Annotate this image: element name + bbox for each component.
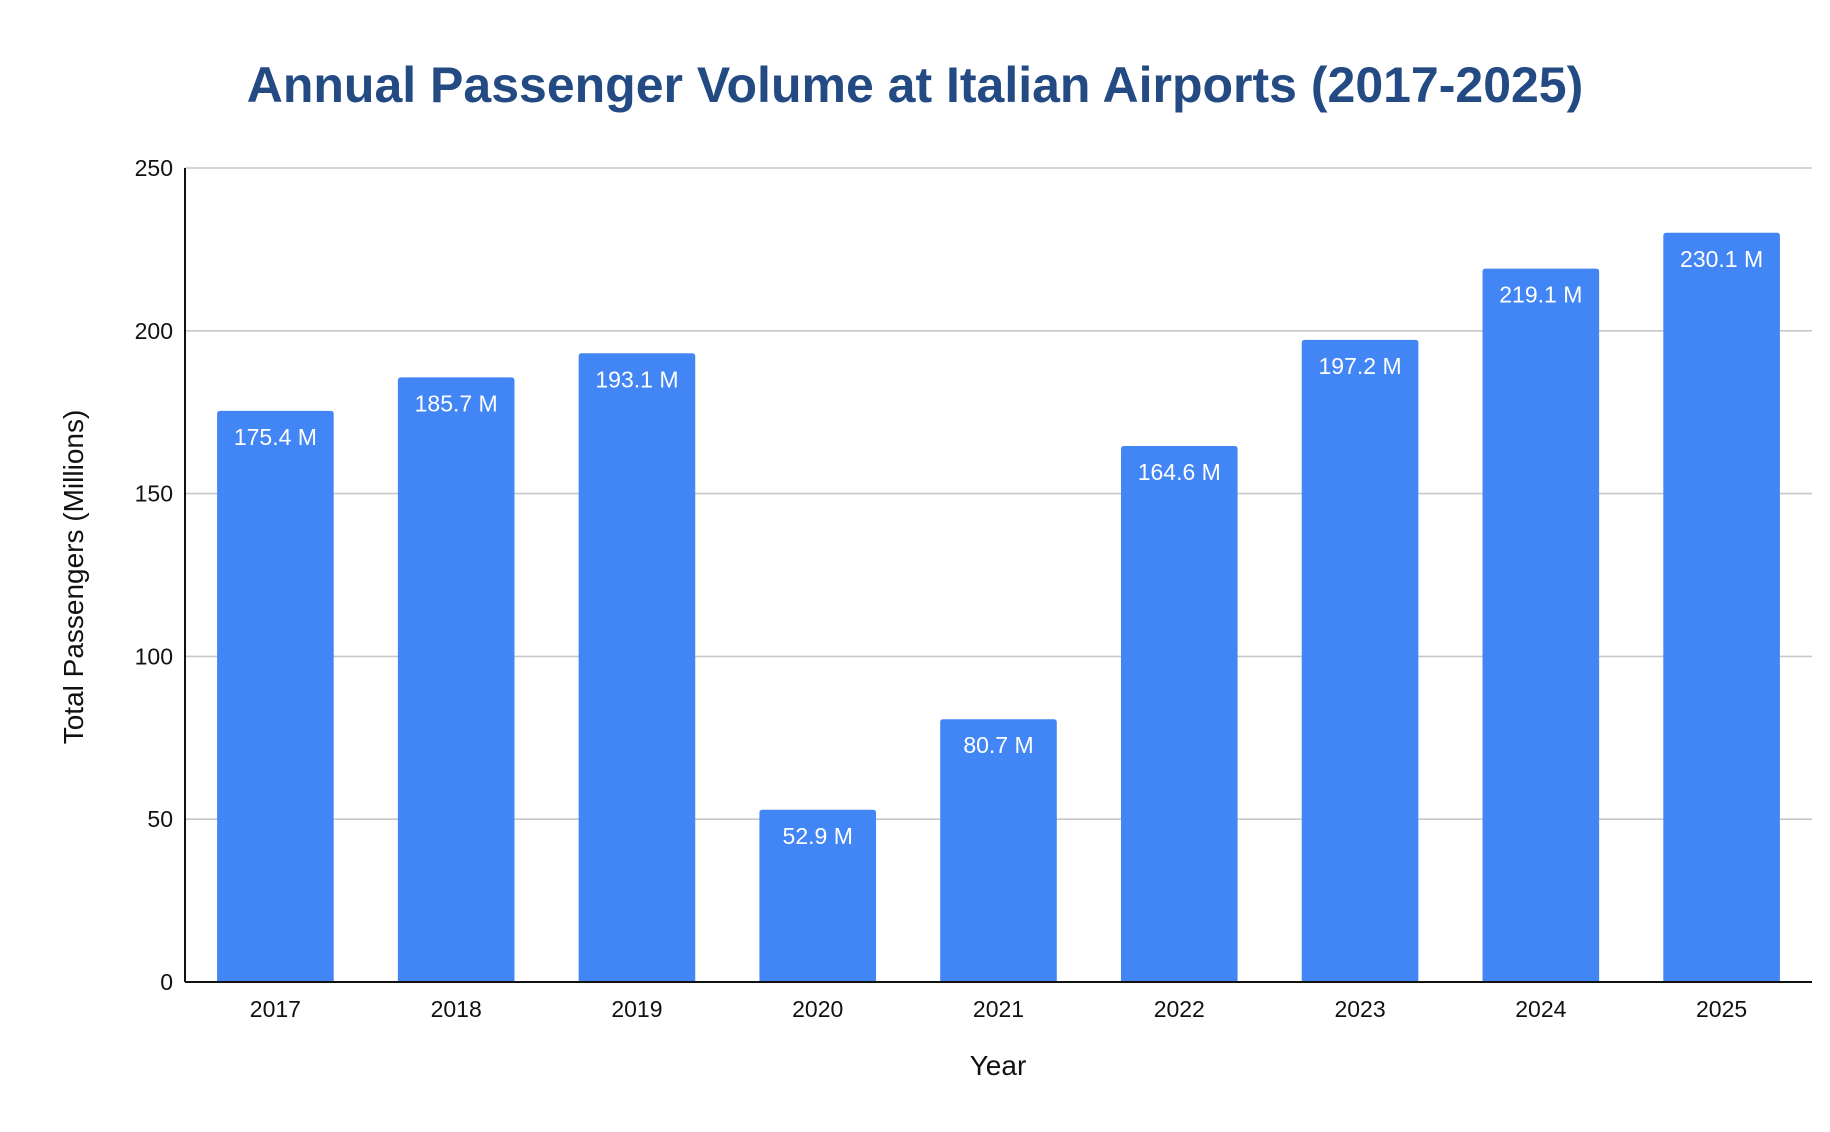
x-tick-label-2022: 2022 (1154, 996, 1205, 1022)
x-tick-label-2020: 2020 (792, 996, 843, 1022)
data-label-2024: 219.1 M (1499, 282, 1582, 308)
data-label-2022: 164.6 M (1138, 459, 1221, 485)
data-label-2020: 52.9 M (783, 823, 853, 849)
bar-2025 (1663, 232, 1780, 982)
x-axis-ticks: 2017 2018 2019 2020 2021 2022 2023 2024 2025 (250, 996, 1747, 1022)
y-tick-label: 150 (135, 481, 173, 507)
y-axis-ticks: 0 50 100 150 200 250 (135, 155, 173, 995)
x-tick-label-2019: 2019 (611, 996, 662, 1022)
data-label-2019: 193.1 M (595, 366, 678, 392)
bar-2017 (217, 410, 334, 983)
bar-2023 (1301, 339, 1419, 982)
bar-2018 (397, 377, 515, 982)
bar-2024 (1482, 268, 1600, 982)
data-label-2021: 80.7 M (963, 732, 1033, 758)
bar-2021 (940, 719, 1057, 982)
bar-2020 (759, 809, 877, 982)
data-label-2018: 185.7 M (415, 390, 498, 416)
y-tick-label: 50 (147, 806, 173, 832)
bar-2022 (1120, 446, 1238, 983)
x-tick-label-2017: 2017 (250, 996, 301, 1022)
chart-title: Annual Passenger Volume at Italian Airpo… (247, 57, 1584, 113)
data-labels: 175.4 M 185.7 M 193.1 M 52.9 M 80.7 M 164.6 M… (234, 246, 1763, 849)
bars (217, 232, 1780, 983)
bar-2019 (578, 353, 696, 983)
y-tick-label: 250 (135, 155, 173, 181)
data-label-2023: 197.2 M (1319, 353, 1402, 379)
data-label-2017: 175.4 M (234, 424, 317, 450)
x-axis-title: Year (970, 1050, 1027, 1081)
x-tick-label-2021: 2021 (973, 996, 1024, 1022)
y-axis-title: Total Passengers (Millions) (58, 410, 89, 745)
y-tick-label: 200 (135, 318, 173, 344)
x-tick-label-2018: 2018 (431, 996, 482, 1022)
y-tick-label: 0 (160, 969, 173, 995)
x-tick-label-2023: 2023 (1334, 996, 1385, 1022)
x-tick-label-2024: 2024 (1515, 996, 1566, 1022)
x-tick-label-2025: 2025 (1696, 996, 1747, 1022)
y-tick-label: 100 (135, 643, 173, 669)
data-label-2025: 230.1 M (1680, 246, 1763, 272)
